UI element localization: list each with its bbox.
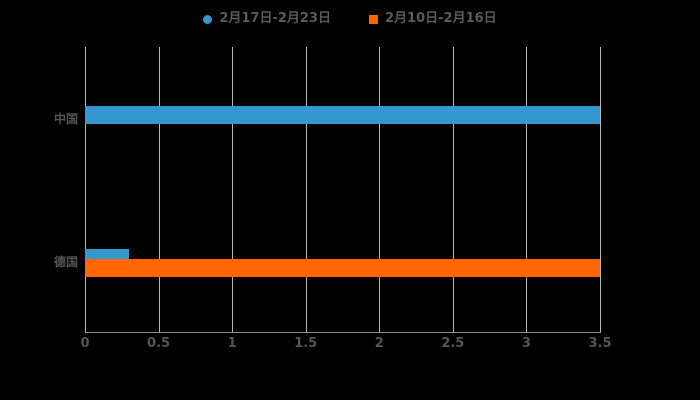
x-axis-line xyxy=(85,332,601,333)
y-tick-label-1: 德国 xyxy=(53,254,78,269)
x-tick-label-3: 1.5 xyxy=(294,336,318,351)
y-tick-label-0: 中国 xyxy=(53,112,78,127)
gridline-x-5 xyxy=(453,47,454,332)
plot-area xyxy=(85,47,601,332)
legend-item-series-1[interactable]: 2月17日-2月23日 xyxy=(203,12,331,26)
bar-series1-0[interactable] xyxy=(85,106,600,124)
x-tick-label-0: 0 xyxy=(80,336,90,351)
x-tick-label-5: 2.5 xyxy=(441,336,465,351)
gridline-x-1 xyxy=(159,47,160,332)
bar-series2-1[interactable] xyxy=(85,259,600,277)
gridline-x-4 xyxy=(379,47,380,332)
x-tick-label-1: 0.5 xyxy=(147,336,171,351)
x-tick-label-2: 1 xyxy=(227,336,237,351)
legend-swatch-square-icon xyxy=(369,14,378,24)
gridline-x-6 xyxy=(526,47,527,332)
legend-swatch-circle-icon xyxy=(203,14,213,24)
gridline-x-0 xyxy=(85,47,86,332)
gridline-x-3 xyxy=(306,47,307,332)
legend-label-series-1: 2月17日-2月23日 xyxy=(219,11,331,26)
x-tick-label-4: 2 xyxy=(374,336,384,351)
x-tick-label-6: 3 xyxy=(521,336,531,351)
gridline-x-2 xyxy=(232,47,233,332)
x-tick-label-7: 3.5 xyxy=(588,336,612,351)
gridline-x-7 xyxy=(600,47,601,332)
legend-item-series-2[interactable]: 2月10日-2月16日 xyxy=(369,12,497,26)
legend-label-series-2: 2月10日-2月16日 xyxy=(385,11,497,26)
chart-legend: 2月17日-2月23日 2月10日-2月16日 xyxy=(0,6,700,32)
